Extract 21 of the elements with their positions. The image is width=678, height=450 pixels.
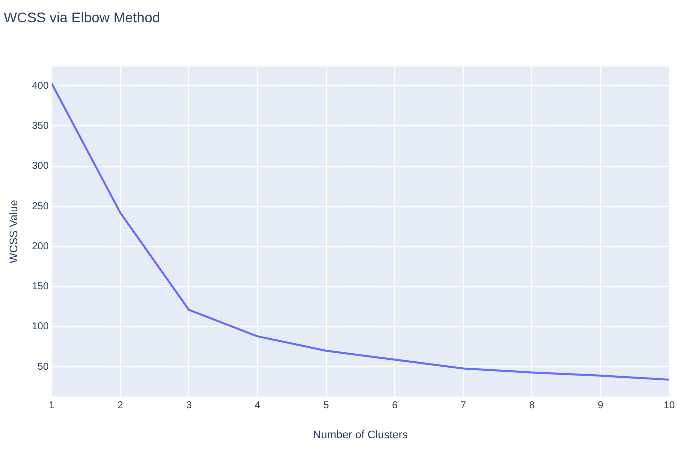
x-tick-label: 8	[529, 400, 536, 412]
x-tick-label: 2	[118, 400, 124, 412]
y-tick-label: 50	[38, 362, 50, 373]
x-tick-label: 9	[598, 400, 604, 412]
x-tick-label: 3	[186, 400, 192, 412]
y-tick-label: 100	[32, 322, 50, 333]
x-tick-label: 5	[324, 400, 330, 412]
y-tick-label: 200	[32, 241, 50, 252]
x-tick-label: 4	[254, 400, 261, 412]
x-tick-label: 6	[392, 400, 398, 412]
chart-title: WCSS via Elbow Method	[4, 9, 160, 26]
y-tick-label: 250	[32, 201, 50, 212]
y-tick-label: 150	[32, 282, 50, 293]
x-axis-title: Number of Clusters	[313, 429, 409, 442]
y-tick-label: 400	[32, 80, 50, 92]
y-tick-label: 350	[32, 120, 50, 132]
y-axis-title: WCSS Value	[8, 200, 21, 264]
y-tick-label: 300	[32, 161, 50, 172]
x-tick-label: 7	[460, 400, 467, 412]
x-tick-label: 10	[664, 400, 676, 412]
x-tick-label: 1	[49, 400, 56, 412]
